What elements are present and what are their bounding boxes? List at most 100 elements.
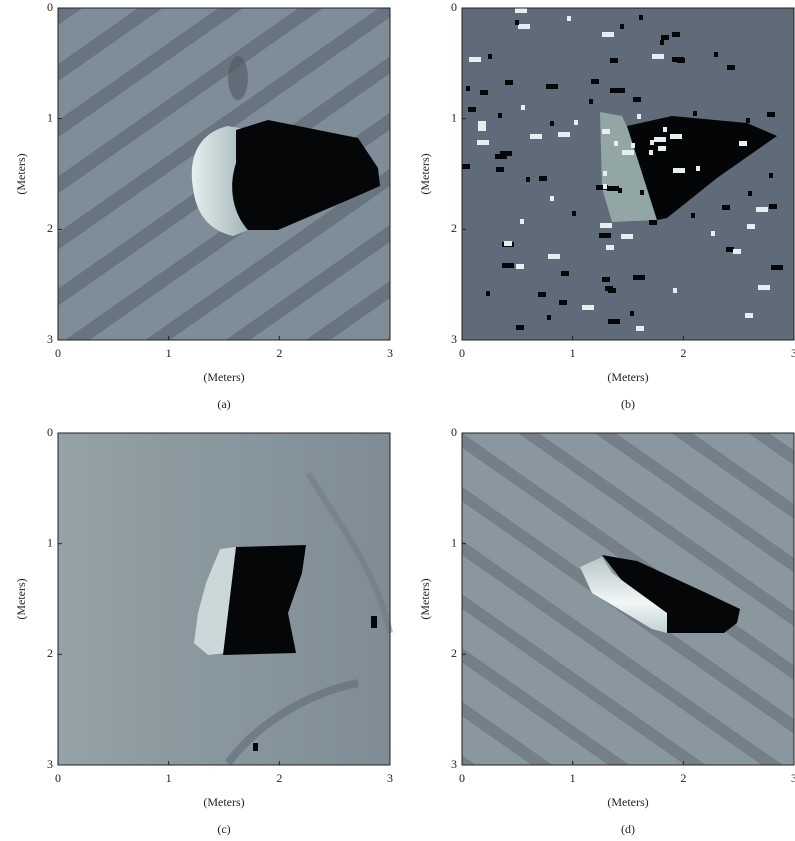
image-speckle <box>526 177 530 182</box>
image-speckle <box>672 32 680 37</box>
image-speckle <box>547 315 551 320</box>
image-speckle <box>748 191 752 196</box>
image-speckle <box>603 184 607 189</box>
y-axis-label: (Meters) <box>418 153 432 194</box>
image-speckle <box>253 743 258 751</box>
x-tick-label: 3 <box>387 771 393 785</box>
image-speckle <box>599 233 611 238</box>
image-speckle <box>478 126 486 131</box>
x-tick-label: 1 <box>570 346 576 360</box>
image-speckle <box>714 52 718 57</box>
y-tick-label: 3 <box>47 757 53 771</box>
y-tick-label: 3 <box>47 332 53 346</box>
image-speckle <box>711 231 715 236</box>
y-tick-label: 0 <box>451 0 457 14</box>
image-speckle <box>608 319 620 324</box>
image <box>58 433 390 765</box>
y-tick-label: 2 <box>451 646 457 660</box>
image-speckle <box>640 190 644 195</box>
caption: (a) <box>217 397 230 411</box>
figure: 01230123(Meters)(Meters)(a)01230123(Mete… <box>0 0 795 841</box>
image-speckle <box>502 263 514 268</box>
image-speckle <box>602 129 610 134</box>
image-speckle <box>620 24 624 29</box>
image-speckle <box>462 164 470 169</box>
image-speckle <box>505 80 513 85</box>
image-speckle <box>691 213 695 218</box>
image-speckle <box>520 219 524 224</box>
image-speckle <box>661 35 669 40</box>
image-speckle <box>660 40 664 45</box>
image-speckle <box>602 277 610 282</box>
image-speckle <box>468 107 476 112</box>
image-speckle <box>582 305 594 310</box>
image-speckle <box>530 134 542 139</box>
image-speckle <box>495 154 507 159</box>
image-speckle <box>718 140 722 145</box>
caption: (b) <box>621 397 635 411</box>
image-speckle <box>769 204 777 209</box>
image-speckle <box>591 79 599 84</box>
image-speckle <box>722 205 730 210</box>
image-speckle <box>621 234 633 239</box>
image-speckle <box>469 57 481 62</box>
x-tick-label: 1 <box>166 771 172 785</box>
x-tick-label: 2 <box>680 771 686 785</box>
image-speckle <box>605 286 613 291</box>
image-speckle <box>672 57 684 62</box>
image-speckle <box>758 285 770 290</box>
caption: (c) <box>217 822 230 836</box>
image-speckle <box>602 32 614 37</box>
x-tick-label: 2 <box>276 346 282 360</box>
image-speckle <box>771 265 783 270</box>
image <box>462 433 794 765</box>
y-tick-label: 1 <box>451 535 457 549</box>
image-speckle <box>639 15 643 20</box>
y-tick-label: 3 <box>451 332 457 346</box>
image-speckle <box>756 207 768 212</box>
image-speckle <box>371 616 377 628</box>
image-speckle <box>610 88 622 93</box>
image-speckle <box>633 275 645 280</box>
image-speckle <box>658 146 666 151</box>
image-speckle <box>622 150 634 155</box>
image-speckle <box>477 140 489 145</box>
image-speckle <box>561 271 569 276</box>
x-tick-label: 3 <box>791 771 795 785</box>
image-speckle <box>516 325 524 330</box>
image-blob <box>228 56 248 100</box>
image-speckle <box>767 112 775 117</box>
y-axis-label: (Meters) <box>14 578 28 619</box>
x-tick-label: 0 <box>459 771 465 785</box>
y-axis-label: (Meters) <box>418 578 432 619</box>
image-speckle <box>558 132 570 137</box>
image-speckle <box>559 300 567 305</box>
image-speckle <box>572 211 576 216</box>
x-tick-label: 1 <box>166 346 172 360</box>
image-speckle <box>727 65 735 70</box>
image-speckle <box>739 141 747 146</box>
image-speckle <box>478 121 486 126</box>
image-speckle <box>589 99 593 104</box>
image-speckle <box>496 167 504 172</box>
y-tick-label: 0 <box>47 425 53 439</box>
y-tick-label: 1 <box>47 110 53 124</box>
image-speckle <box>657 131 661 136</box>
image-speckle <box>574 120 578 125</box>
image-speckle <box>673 168 685 173</box>
image-speckle <box>600 223 612 228</box>
x-tick-label: 2 <box>276 771 282 785</box>
x-tick-label: 3 <box>387 346 393 360</box>
panel: 01230123(Meters)(Meters)(d) <box>418 425 795 836</box>
x-tick-label: 0 <box>55 346 61 360</box>
image-speckle <box>747 224 755 229</box>
image-speckle <box>550 121 554 126</box>
x-tick-label: 0 <box>459 346 465 360</box>
image-speckle <box>649 220 657 225</box>
image-speckle <box>486 291 490 296</box>
y-tick-label: 1 <box>47 535 53 549</box>
image-speckle <box>538 292 546 297</box>
page: 01230123(Meters)(Meters)(a)01230123(Mete… <box>0 0 795 841</box>
